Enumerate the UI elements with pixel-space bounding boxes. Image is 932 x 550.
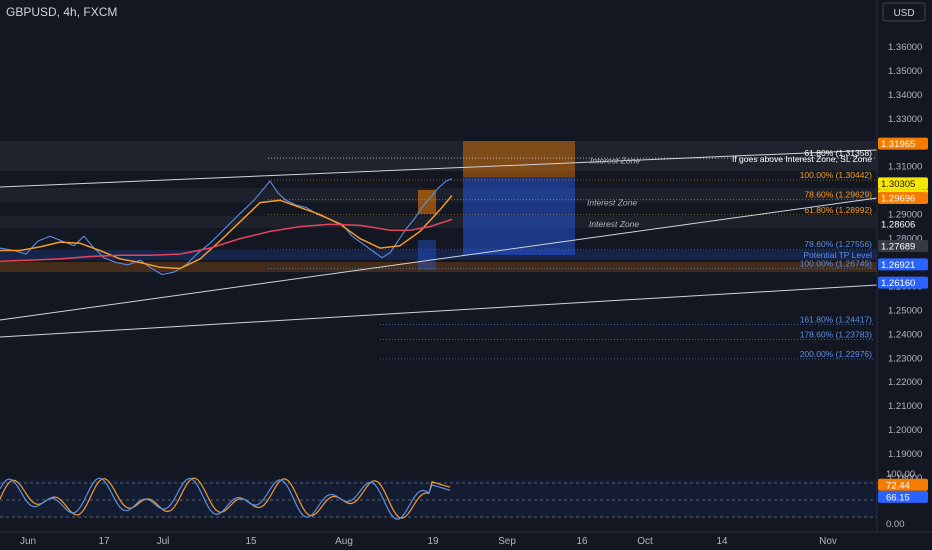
x-axis: Jun 17 Jul 15 Aug 19 Sep 16 Oct 14 Nov (20, 536, 837, 547)
y-tick-label: 1.20000 (888, 425, 922, 436)
price-tags: 1.319651.303521.3030501:10:301.296961.28… (878, 137, 928, 289)
price-tag-value: 1.31965 (881, 139, 915, 150)
x-tick-label: 19 (427, 536, 439, 547)
y-tick-label: 1.19000 (888, 449, 922, 460)
y-tick-label: 1.31000 (888, 162, 922, 173)
y-tick-label: 1.23000 (888, 353, 922, 364)
chart-title: GBPUSD, 4h, FXCM (6, 5, 117, 19)
fib-level-label: 61.80% (1.28992) (804, 205, 872, 215)
price-tag (878, 137, 928, 150)
price-tag (878, 240, 928, 253)
x-tick-label: 14 (716, 536, 728, 547)
y-tick-label: 1.29000 (888, 210, 922, 221)
osc-tick-label: 0.00 (886, 519, 905, 530)
oscillator-pane (0, 480, 877, 518)
price-line (0, 178, 453, 276)
slow-ma-line (0, 218, 453, 263)
interest-zone-label: Interest Zone (590, 156, 640, 166)
fib-level-label: 100.00% (1.30442) (800, 170, 872, 180)
fib-level-label: 200.00% (1.22976) (800, 349, 872, 359)
y-tick-label: 1.25000 (888, 305, 922, 316)
x-tick-label: Aug (335, 536, 353, 547)
price-tag-value: 1.30305 (881, 179, 915, 190)
price-tag (878, 276, 928, 289)
fib-level-label: 100.00% (1.26749) (800, 259, 872, 269)
x-tick-label: Sep (498, 536, 516, 547)
price-tag-value: 1.26160 (881, 278, 915, 289)
price-tag (878, 218, 928, 231)
osc-tag (878, 478, 928, 491)
interest-zone-label: Interest Zone (587, 198, 637, 208)
x-tick-label: 16 (576, 536, 588, 547)
fib-level-label: If goes above Interest Zone, SL Zone (732, 154, 872, 164)
y-tick-label: 1.35000 (888, 66, 922, 77)
fib-level-label: 61.80% (1.31358) (804, 148, 872, 158)
x-tick-label: Nov (819, 536, 837, 547)
y-tick-label: 1.21000 (888, 401, 922, 412)
x-tick-label: 15 (245, 536, 257, 547)
x-tick-label: Oct (637, 536, 653, 547)
fib-level-lines: 61.80% (1.31358)If goes above Interest Z… (268, 148, 875, 360)
interest-zone-label: Interest Zone (589, 219, 639, 229)
x-tick-label: 17 (98, 536, 110, 547)
fast-ma-line (0, 195, 453, 270)
y-tick-label: 1.24000 (888, 329, 922, 340)
y-tick-label: 1.33000 (888, 114, 922, 125)
price-tag (878, 258, 928, 271)
osc-tag-value: 72.44 (886, 480, 910, 491)
currency-label: USD (893, 8, 914, 19)
trend-lines[interactable] (0, 149, 878, 338)
price-tag-value: 1.27689 (881, 242, 915, 253)
price-tag-value: 1.26921 (881, 260, 915, 271)
y-tick-label: 1.18000 (888, 473, 922, 484)
price-tag (878, 177, 928, 190)
y-tick-label: 1.36000 (888, 42, 922, 53)
price-tag (878, 191, 928, 204)
fib-level-label: 161.80% (1.24417) (800, 314, 872, 324)
y-tick-label: 1.34000 (888, 90, 922, 101)
currency-button[interactable] (882, 2, 926, 22)
fib-level-label: 78.60% (1.29629) (804, 190, 872, 200)
fib-level-label: 178.60% (1.23783) (800, 330, 872, 340)
y-tick-label: 1.22000 (888, 377, 922, 388)
osc-d-line (0, 477, 451, 520)
osc-tick-label: 100.00 (886, 469, 915, 480)
osc-k-line (0, 477, 451, 519)
zone-boxes (0, 141, 877, 272)
osc-tag-value: 66.15 (886, 492, 910, 503)
fib-level-label: Potential TP Level (803, 250, 872, 260)
y-tick-label: 1.28000 (888, 234, 922, 245)
interest-zone-labels: Interest Zone Interest Zone Interest Zone (587, 156, 640, 229)
fib-level-label: 78.60% (1.27556) (804, 239, 872, 249)
x-tick-label: Jul (157, 536, 170, 547)
x-tick-label: Jun (20, 536, 36, 547)
price-tag-value: 1.28606 (881, 220, 915, 231)
price-series (0, 178, 453, 276)
oscillator-series (0, 477, 451, 520)
osc-tag (878, 490, 928, 503)
price-tag-value: 1.29696 (881, 193, 915, 204)
